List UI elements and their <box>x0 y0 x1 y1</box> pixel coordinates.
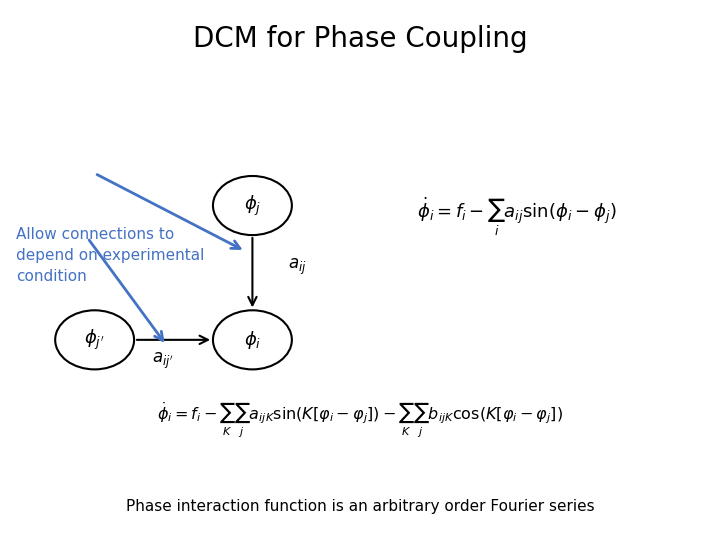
Text: $a_{ij}$: $a_{ij}$ <box>288 257 307 278</box>
Text: $\phi_j$: $\phi_j$ <box>244 193 261 218</box>
Text: Allow connections to
depend on experimental
condition: Allow connections to depend on experimen… <box>16 227 204 284</box>
Text: $\dot{\phi}_i = f_i - \sum_i a_{ij} \sin(\phi_i - \phi_j)$: $\dot{\phi}_i = f_i - \sum_i a_{ij} \sin… <box>418 195 617 238</box>
Text: DCM for Phase Coupling: DCM for Phase Coupling <box>193 25 527 53</box>
Text: Phase interaction function is an arbitrary order Fourier series: Phase interaction function is an arbitra… <box>126 499 594 514</box>
Text: $\phi_i$: $\phi_i$ <box>244 329 261 351</box>
Text: $\phi_{j'}$: $\phi_{j'}$ <box>84 328 105 352</box>
Text: $a_{ij'}$: $a_{ij'}$ <box>152 351 174 372</box>
Text: $\dot{\phi}_i = f_i - \sum_K \sum_j a_{ijK} \sin(K[\varphi_i - \varphi_j]) - \su: $\dot{\phi}_i = f_i - \sum_K \sum_j a_{i… <box>157 401 563 440</box>
